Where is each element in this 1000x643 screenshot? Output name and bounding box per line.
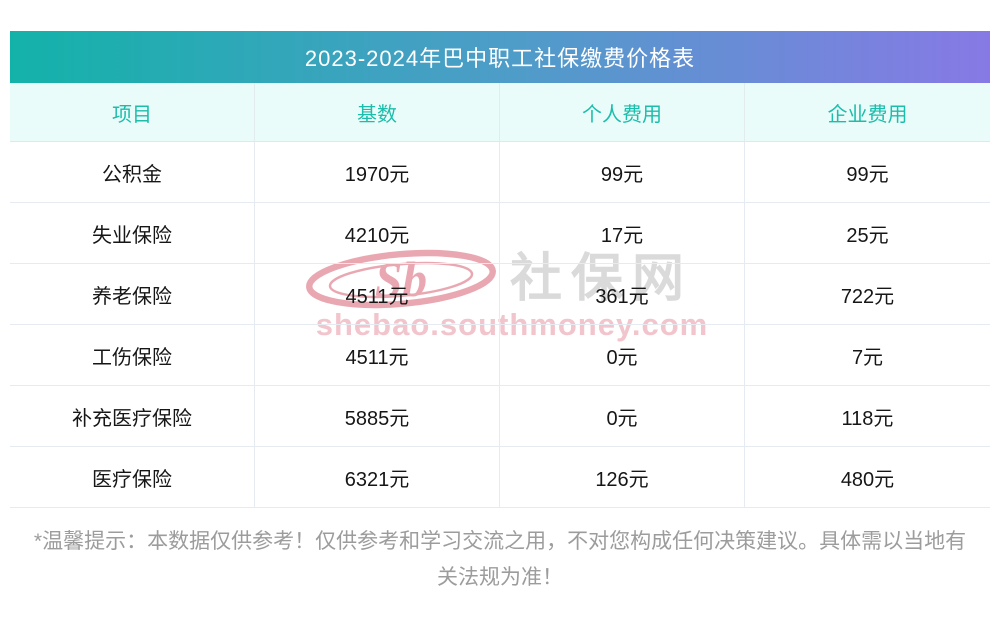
table-cell: 6321元 [255, 447, 500, 507]
social-security-price-table: 2023-2024年巴中职工社保缴费价格表 Sb 社保网 shebao.sout… [10, 31, 990, 508]
table-cell: 99元 [846, 163, 889, 186]
table-row: 补充医疗保险 5885元 0元 118元 [10, 386, 990, 447]
table-row: 失业保险 4210元 17元 25元 [10, 203, 990, 264]
row-label-cell: 公积金 [10, 142, 255, 202]
column-header-enterprise: 企业费用 [827, 103, 908, 126]
table-row: 养老保险 4511元 361元 722元 [10, 264, 990, 325]
table-cell: 0元 [500, 325, 745, 385]
table-title: 2023-2024年巴中职工社保缴费价格表 [10, 31, 990, 83]
table-cell: 4210元 [255, 203, 500, 263]
row-label-cell: 失业保险 [10, 203, 255, 263]
table-cell: 361元 [500, 264, 745, 324]
table-cell: 25元 [846, 224, 889, 247]
column-header-base: 基数 [255, 83, 500, 141]
table-cell: 722元 [840, 285, 895, 308]
table-cell: 7元 [851, 346, 884, 369]
table-row: 公积金 1970元 99元 99元 [10, 142, 990, 203]
table-cell: 0元 [500, 386, 745, 446]
disclaimer-text: *温馨提示：本数据仅供参考！仅供参考和学习交流之用，不对您构成任何决策建议。具体… [33, 530, 967, 589]
row-label-cell: 工伤保险 [10, 325, 255, 385]
table-cell: 5885元 [255, 386, 500, 446]
column-header-personal: 个人费用 [500, 83, 745, 141]
row-label-cell: 养老保险 [10, 264, 255, 324]
table-cell: 4511元 [255, 264, 500, 324]
table-row: 工伤保险 4511元 0元 7元 [10, 325, 990, 386]
row-label-cell: 医疗保险 [10, 447, 255, 507]
table-cell: 1970元 [255, 142, 500, 202]
table-cell: 118元 [841, 407, 894, 430]
table-cell: 99元 [500, 142, 745, 202]
table-cell: 480元 [840, 468, 895, 491]
row-label-cell: 补充医疗保险 [10, 386, 255, 446]
table-cell: 17元 [500, 203, 745, 263]
table-cell: 4511元 [255, 325, 500, 385]
table-cell: 126元 [500, 447, 745, 507]
column-header-item: 项目 [10, 83, 255, 141]
table-row: 医疗保险 6321元 126元 480元 [10, 447, 990, 508]
table-header-row: 项目 基数 个人费用 企业费用 [10, 83, 990, 142]
